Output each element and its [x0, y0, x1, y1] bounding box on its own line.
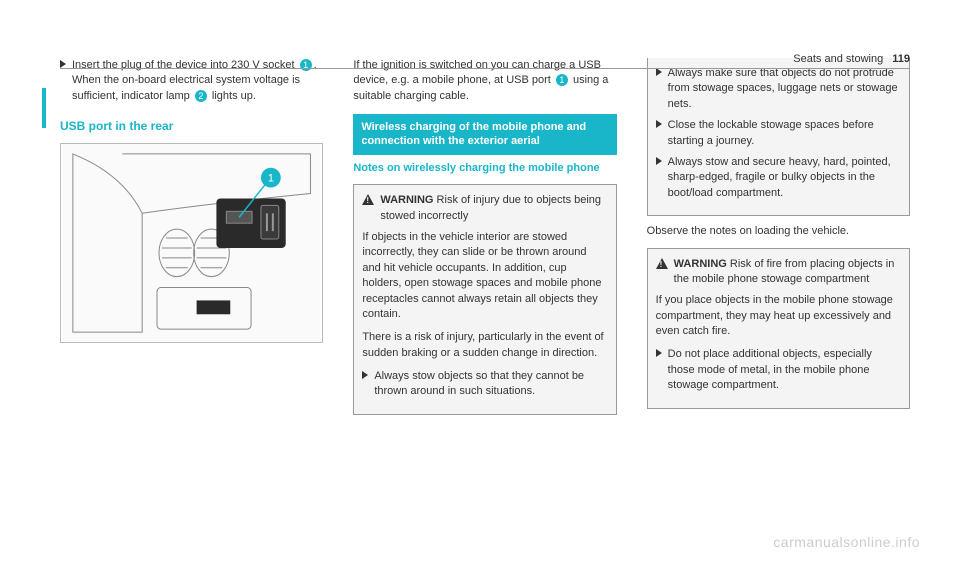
callout-2-icon: 2	[195, 90, 207, 102]
column-2: If the ignition is switched on you can c…	[353, 58, 616, 423]
arrow-icon	[60, 60, 66, 68]
figure-usb-port: 1	[60, 143, 323, 343]
subheading-notes-wireless: Notes on wirelessly charging the mobile …	[353, 161, 616, 176]
step-text: Insert the plug of the device into 230 V…	[72, 58, 323, 104]
heading-usb-port: USB port in the rear	[60, 118, 323, 135]
bullet-stow-secure: Always stow and secure heavy, hard, poin…	[656, 155, 901, 201]
warning-stowed-continued: Always make sure that objects do not pro…	[647, 58, 910, 216]
column-1: Insert the plug of the device into 230 V…	[60, 58, 323, 423]
warning-icon	[656, 258, 668, 269]
warning-para-2: There is a risk of injury, particularly …	[362, 330, 607, 361]
callout-1-icon: 1	[300, 59, 312, 71]
arrow-icon	[362, 371, 368, 379]
warning-fire-para: If you place objects in the mobile phone…	[656, 293, 901, 339]
page-number: 119	[892, 53, 910, 65]
warning-head-text: WARNING Risk of injury due to objects be…	[380, 193, 607, 224]
warning-fire-bullet: Do not place additional objects, especia…	[656, 347, 901, 393]
column-3: Always make sure that objects do not pro…	[647, 58, 910, 423]
bullet-protrude: Always make sure that objects do not pro…	[656, 66, 901, 112]
callout-1-icon: 1	[556, 74, 568, 86]
arrow-icon	[656, 157, 662, 165]
heading-wireless-charging: Wireless charging of the mobile phone an…	[353, 114, 616, 155]
warning-icon	[362, 194, 374, 205]
bullet-close-lockable: Close the lockable stowage spaces before…	[656, 118, 901, 149]
warning-head-text: WARNING Risk of fire from placing object…	[674, 257, 901, 288]
para-usb-charge: If the ignition is switched on you can c…	[353, 58, 616, 104]
section-name: Seats and stowing	[793, 53, 883, 65]
teal-sidebar	[42, 88, 46, 128]
arrow-icon	[656, 349, 662, 357]
arrow-icon	[656, 120, 662, 128]
warning-para-1: If objects in the vehicle interior are s…	[362, 230, 607, 322]
header-rule	[60, 68, 910, 69]
warning-fire-risk: WARNING Risk of fire from placing object…	[647, 248, 910, 409]
page-header: Seats and stowing 119	[793, 52, 910, 67]
para-observe-notes: Observe the notes on loading the vehicle…	[647, 224, 910, 239]
step-insert-plug: Insert the plug of the device into 230 V…	[60, 58, 323, 104]
arrow-icon	[656, 68, 662, 76]
warning-bullet-stow: Always stow objects so that they cannot …	[362, 369, 607, 400]
watermark: carmanualsonline.info	[773, 533, 920, 553]
figure-callout-1: 1	[268, 173, 274, 185]
warning-stowed-objects: WARNING Risk of injury due to objects be…	[353, 184, 616, 415]
